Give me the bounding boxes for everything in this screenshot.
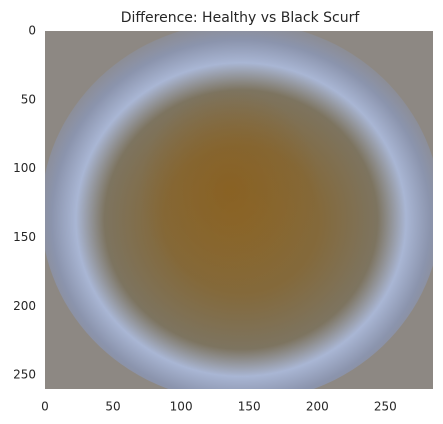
x-tick-label: 250 xyxy=(374,400,397,414)
y-tick-label: 250 xyxy=(13,368,36,382)
x-tick-label: 100 xyxy=(170,400,193,414)
y-tick-label: 0 xyxy=(28,24,36,38)
image xyxy=(45,31,433,389)
x-tick-label: 50 xyxy=(105,400,120,414)
y-tick-label: 150 xyxy=(13,230,36,244)
y-tick-label: 100 xyxy=(13,161,36,175)
y-tick-label: 50 xyxy=(21,92,36,106)
y-tick-label: 200 xyxy=(13,299,36,313)
x-tick-label: 200 xyxy=(306,400,329,414)
chart-title: Difference: Healthy vs Black Scurf xyxy=(121,10,361,26)
x-tick-label: 150 xyxy=(238,400,261,414)
x-tick-label: 0 xyxy=(41,400,49,414)
image-center xyxy=(140,90,320,290)
